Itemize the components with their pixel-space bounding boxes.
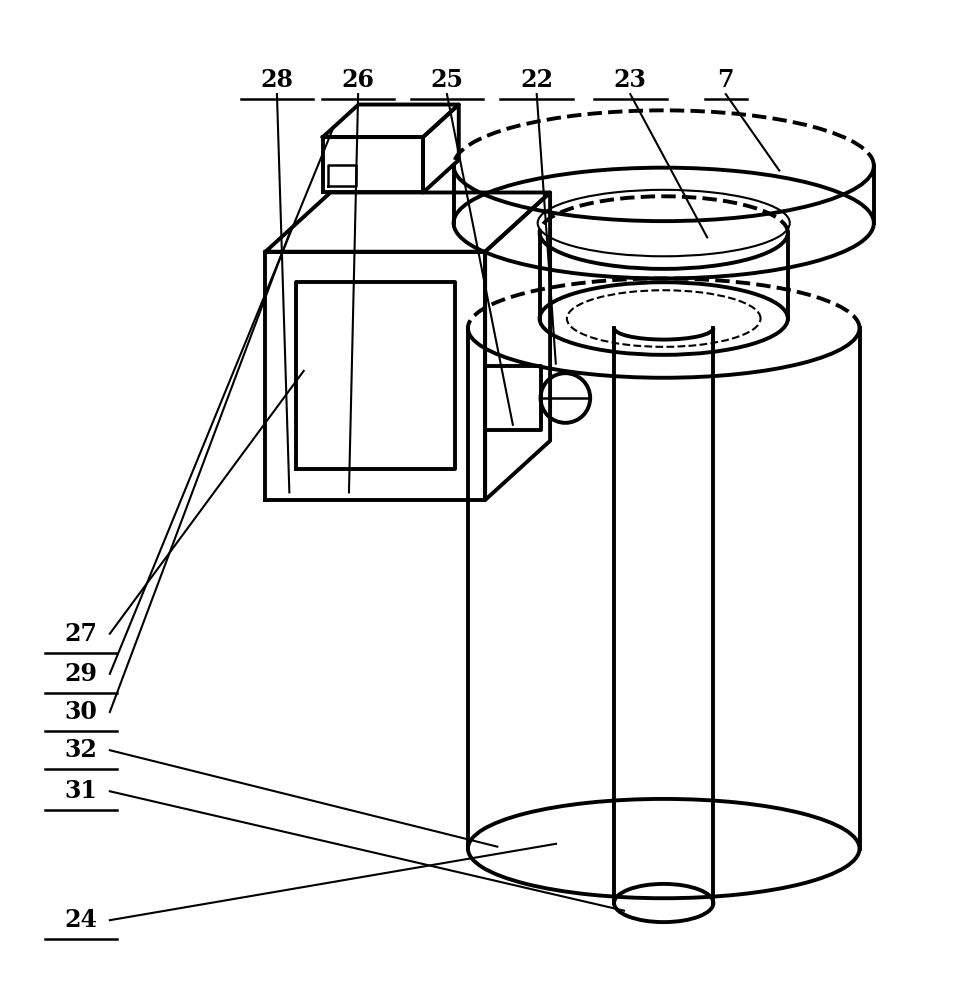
Text: 32: 32 [65,738,97,762]
Text: 28: 28 [261,68,293,92]
Text: 24: 24 [65,908,97,932]
Text: 27: 27 [65,622,97,646]
Text: 22: 22 [520,68,553,92]
Text: 29: 29 [65,662,97,686]
Text: 23: 23 [614,68,647,92]
Text: 7: 7 [717,68,734,92]
Text: 30: 30 [65,700,97,724]
Text: 25: 25 [431,68,463,92]
Text: 31: 31 [65,779,97,803]
Text: 26: 26 [342,68,374,92]
